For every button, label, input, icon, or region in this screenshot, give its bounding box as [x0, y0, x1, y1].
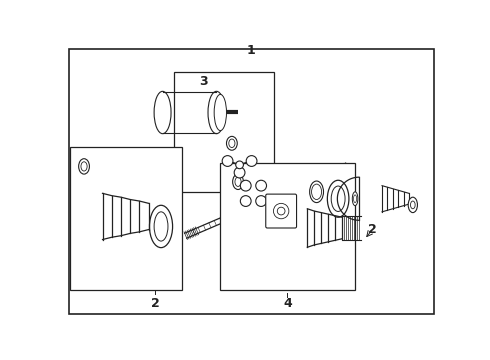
Ellipse shape	[327, 180, 349, 217]
Ellipse shape	[310, 181, 323, 203]
Ellipse shape	[235, 177, 241, 186]
Text: 4: 4	[283, 297, 292, 310]
Ellipse shape	[154, 212, 168, 241]
Ellipse shape	[353, 195, 357, 203]
Text: 2: 2	[150, 297, 159, 310]
Ellipse shape	[149, 205, 172, 248]
Ellipse shape	[256, 195, 267, 206]
Ellipse shape	[154, 91, 171, 134]
Ellipse shape	[208, 91, 225, 134]
FancyBboxPatch shape	[266, 194, 296, 228]
Circle shape	[273, 203, 289, 219]
Ellipse shape	[226, 136, 237, 150]
Ellipse shape	[240, 180, 251, 191]
Bar	[174, 72, 274, 192]
Ellipse shape	[214, 94, 226, 131]
Bar	[220, 163, 355, 289]
Ellipse shape	[81, 162, 87, 171]
Ellipse shape	[246, 156, 257, 166]
Ellipse shape	[233, 174, 244, 189]
Text: 2: 2	[368, 223, 376, 236]
Ellipse shape	[352, 192, 358, 206]
Text: 1: 1	[247, 44, 255, 57]
Ellipse shape	[408, 197, 417, 213]
Bar	[70, 147, 182, 289]
Ellipse shape	[312, 184, 321, 199]
Circle shape	[277, 207, 285, 215]
Ellipse shape	[229, 139, 235, 148]
Ellipse shape	[411, 201, 415, 209]
Ellipse shape	[331, 186, 345, 211]
Ellipse shape	[78, 159, 89, 174]
Text: 3: 3	[199, 75, 208, 88]
Ellipse shape	[222, 156, 233, 166]
Ellipse shape	[256, 180, 267, 191]
Ellipse shape	[240, 195, 251, 206]
Ellipse shape	[234, 167, 245, 178]
Circle shape	[236, 161, 244, 169]
